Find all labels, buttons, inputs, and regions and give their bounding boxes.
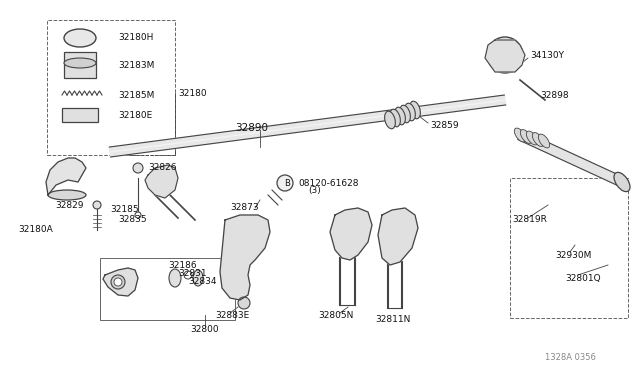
Bar: [100, 258, 235, 320]
Text: 32930M: 32930M: [555, 250, 591, 260]
Ellipse shape: [64, 58, 96, 68]
Text: 32890: 32890: [235, 123, 268, 133]
Ellipse shape: [538, 134, 550, 148]
Ellipse shape: [385, 111, 396, 129]
Text: 1328A 0356: 1328A 0356: [545, 353, 596, 362]
Text: 32183M: 32183M: [118, 61, 154, 70]
Ellipse shape: [410, 101, 420, 119]
Text: 32801Q: 32801Q: [565, 273, 600, 282]
Text: 32898: 32898: [540, 90, 568, 99]
Polygon shape: [220, 215, 270, 300]
Circle shape: [238, 297, 250, 309]
Circle shape: [184, 271, 192, 279]
Text: 32883E: 32883E: [215, 311, 249, 320]
Circle shape: [135, 212, 141, 218]
Ellipse shape: [193, 270, 203, 286]
Ellipse shape: [520, 129, 532, 144]
Text: 32826: 32826: [148, 164, 177, 173]
Ellipse shape: [614, 172, 630, 192]
Text: 34130Y: 34130Y: [530, 51, 564, 60]
Ellipse shape: [532, 132, 543, 147]
Text: 32185: 32185: [110, 205, 139, 215]
Bar: [510, 178, 628, 318]
Text: 32835: 32835: [118, 215, 147, 224]
Text: 32819R: 32819R: [512, 215, 547, 224]
Ellipse shape: [390, 109, 401, 127]
Text: 08120-61628: 08120-61628: [298, 179, 358, 187]
Circle shape: [133, 163, 143, 173]
Bar: [47, 20, 175, 155]
Text: 32859: 32859: [430, 121, 459, 129]
Ellipse shape: [48, 190, 86, 200]
Polygon shape: [103, 268, 138, 296]
Polygon shape: [46, 158, 86, 195]
Ellipse shape: [404, 103, 415, 121]
Text: 32180A: 32180A: [18, 225, 52, 234]
Circle shape: [495, 45, 515, 65]
Polygon shape: [145, 165, 178, 198]
Circle shape: [93, 201, 101, 209]
Ellipse shape: [526, 131, 538, 145]
Text: 32805N: 32805N: [318, 311, 353, 320]
Polygon shape: [330, 208, 372, 260]
Circle shape: [114, 278, 122, 286]
Circle shape: [277, 175, 293, 191]
Text: 32834: 32834: [188, 278, 216, 286]
Polygon shape: [518, 131, 624, 186]
Circle shape: [111, 275, 125, 289]
Text: B: B: [284, 179, 290, 187]
Ellipse shape: [395, 107, 405, 125]
Text: 32180H: 32180H: [118, 33, 154, 42]
Ellipse shape: [399, 105, 410, 123]
Bar: [62, 108, 98, 122]
Text: 32180E: 32180E: [118, 112, 152, 121]
Polygon shape: [109, 95, 506, 157]
Bar: [64, 52, 96, 78]
Text: (3): (3): [308, 186, 321, 195]
Text: 32811N: 32811N: [375, 315, 410, 324]
Circle shape: [487, 37, 523, 73]
Ellipse shape: [515, 128, 525, 142]
Text: 32873: 32873: [230, 203, 259, 212]
Text: 32829: 32829: [55, 201, 83, 209]
Text: 32186: 32186: [168, 260, 196, 269]
Text: 32185M: 32185M: [118, 90, 154, 99]
Text: 32831: 32831: [178, 269, 207, 278]
Polygon shape: [378, 208, 418, 265]
Ellipse shape: [64, 29, 96, 47]
Text: 32180: 32180: [178, 89, 207, 97]
Ellipse shape: [169, 269, 181, 287]
Polygon shape: [485, 40, 525, 72]
Text: 32800: 32800: [190, 326, 219, 334]
